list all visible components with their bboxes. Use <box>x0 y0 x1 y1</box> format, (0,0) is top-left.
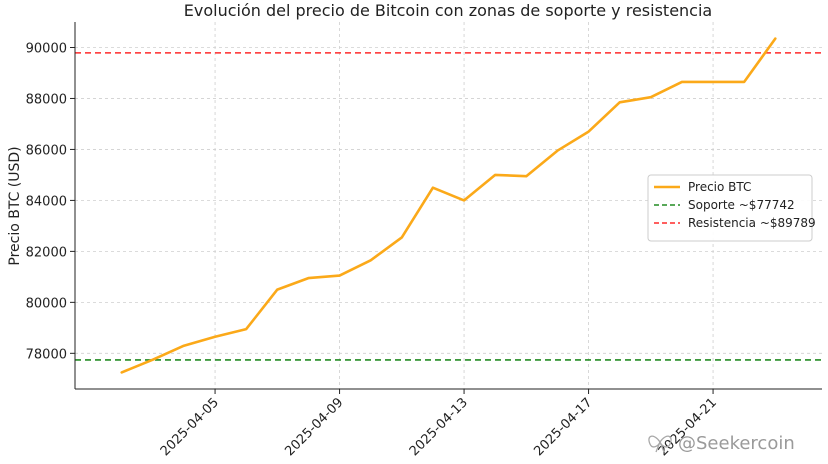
axes <box>70 22 822 394</box>
x-tick-label: 2025-04-17 <box>531 395 595 459</box>
y-tick-label: 86000 <box>26 143 67 158</box>
reference-lines <box>75 52 822 361</box>
legend-label: Resistencia ~$89789 <box>688 216 816 230</box>
price-series <box>120 37 777 374</box>
series-line <box>120 37 777 374</box>
legend-box <box>647 174 813 242</box>
y-tick-label: 80000 <box>26 296 67 311</box>
chart-title: Evolución del precio de Bitcoin con zona… <box>184 1 712 20</box>
watermark: @Seekercoin <box>648 433 795 454</box>
y-tick-label: 78000 <box>26 347 67 362</box>
legend-label: Soporte ~$77742 <box>688 198 795 212</box>
x-tick-label: 2025-04-09 <box>282 395 346 459</box>
y-tick-label: 90000 <box>26 41 67 56</box>
y-tick-label: 82000 <box>26 245 67 260</box>
x-tick-label: 2025-04-05 <box>158 395 222 459</box>
legend-label: Precio BTC <box>688 180 751 194</box>
x-tick-label: 2025-04-13 <box>407 395 471 459</box>
chart-legend: Precio BTC Soporte ~$77742 Resistencia ~$8… <box>647 174 816 242</box>
butterfly-logo-icon <box>648 435 672 453</box>
y-tick-label: 88000 <box>26 92 67 107</box>
watermark-text: @Seekercoin <box>678 433 795 454</box>
tick-labels: 78000 80000 82000 84000 86000 88000 90000 2025-… <box>26 41 720 459</box>
y-axis-label: Precio BTC (USD) <box>7 146 23 265</box>
y-tick-label: 84000 <box>26 194 67 209</box>
